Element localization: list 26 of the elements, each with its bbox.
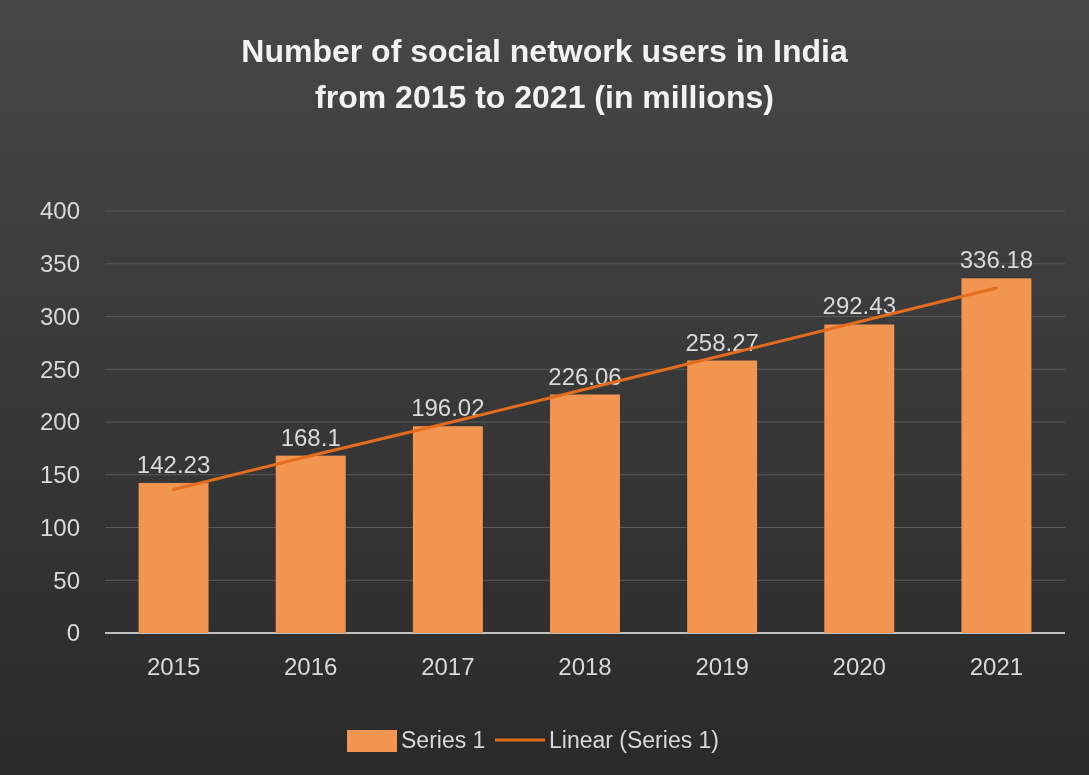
x-tick-label: 2016 bbox=[284, 653, 338, 680]
y-tick-label: 350 bbox=[39, 250, 80, 278]
legend-label: Series 1 bbox=[401, 727, 486, 754]
data-label: 258.27 bbox=[685, 328, 759, 356]
y-tick-label: 400 bbox=[39, 197, 80, 225]
legend-label: Linear (Series 1) bbox=[549, 727, 720, 754]
y-tick-label: 50 bbox=[53, 566, 80, 594]
y-tick-label: 250 bbox=[39, 355, 80, 383]
y-tick-label: 0 bbox=[66, 619, 80, 647]
x-tick-label: 2020 bbox=[832, 653, 886, 680]
data-label: 196.02 bbox=[411, 394, 485, 422]
data-label: 142.23 bbox=[136, 450, 211, 478]
x-tick-label: 2017 bbox=[421, 653, 475, 680]
y-tick-label: 100 bbox=[39, 513, 80, 541]
chart-title: Number of social network users in India from 2015 to 2021 (in millions) bbox=[241, 33, 848, 115]
data-label: 292.43 bbox=[822, 292, 896, 320]
data-label: 168.1 bbox=[280, 423, 341, 451]
y-tick-label: 200 bbox=[39, 408, 80, 436]
y-tick-label: 300 bbox=[39, 302, 80, 330]
x-tick-label: 2019 bbox=[695, 653, 749, 680]
data-label: 336.18 bbox=[959, 246, 1034, 274]
x-tick-label: 2018 bbox=[558, 653, 612, 680]
x-tick-label: 2015 bbox=[146, 653, 201, 680]
x-tick-label: 2021 bbox=[969, 653, 1024, 680]
y-tick-label: 150 bbox=[39, 461, 80, 489]
data-label: 226.06 bbox=[548, 362, 622, 390]
